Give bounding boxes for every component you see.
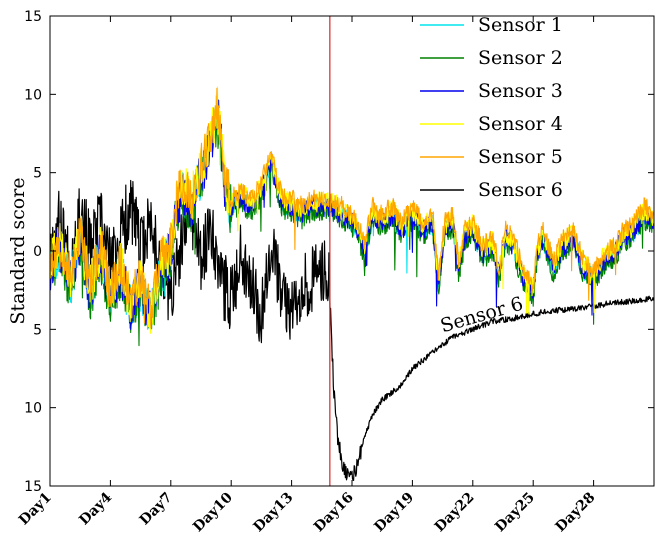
- x-tick-label: Day28: [553, 490, 599, 535]
- x-tick-label: Day10: [190, 489, 236, 535]
- x-tick-label: Day25: [492, 490, 538, 535]
- y-tick-label: 10: [24, 401, 42, 417]
- y-tick-label: 5: [33, 166, 42, 182]
- series-line-sensor-5: [50, 87, 654, 329]
- y-tick-label: 15: [24, 9, 42, 25]
- series-lines: [50, 86, 654, 481]
- legend-label: Sensor 1: [478, 14, 563, 36]
- plot-background: [50, 16, 654, 486]
- x-tick-label: Day1: [16, 490, 55, 529]
- legend: Sensor 1 Sensor 2 Sensor 3 Sensor 4 Sensor 5…: [420, 14, 563, 201]
- y-axis-label: Standard score: [7, 177, 29, 324]
- x-tick-label: Day19: [371, 490, 417, 535]
- x-tick-label: Day22: [432, 490, 478, 535]
- x-tick-label: Day4: [76, 489, 115, 528]
- x-tick-label: Day7: [137, 490, 176, 529]
- y-tick-label: 0: [33, 244, 42, 260]
- y-tick-label: 15: [24, 479, 42, 495]
- y-tick-label: 10: [24, 87, 42, 103]
- legend-label: Sensor 6: [478, 179, 563, 201]
- x-tick-label: Day13: [251, 490, 297, 535]
- plot-area: [50, 16, 654, 486]
- legend-label: Sensor 5: [478, 146, 563, 168]
- legend-label: Sensor 3: [478, 80, 563, 102]
- y-tick-label: 5: [33, 322, 42, 338]
- series-line-sensor-6: [50, 179, 654, 481]
- legend-label: Sensor 2: [478, 47, 563, 69]
- legend-label: Sensor 4: [478, 113, 563, 135]
- x-tick-label: Day16: [311, 490, 357, 535]
